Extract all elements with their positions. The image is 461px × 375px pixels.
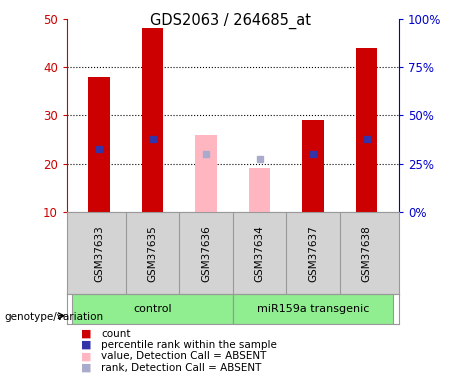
Text: miR159a transgenic: miR159a transgenic <box>257 304 369 314</box>
Bar <box>233 294 393 324</box>
Text: GSM37638: GSM37638 <box>361 225 372 282</box>
Bar <box>356 48 378 212</box>
Text: control: control <box>133 304 172 314</box>
Text: GDS2063 / 264685_at: GDS2063 / 264685_at <box>150 13 311 29</box>
Bar <box>142 28 163 212</box>
Text: GSM37635: GSM37635 <box>148 225 158 282</box>
Text: genotype/variation: genotype/variation <box>5 312 104 322</box>
Text: rank, Detection Call = ABSENT: rank, Detection Call = ABSENT <box>101 363 262 372</box>
Bar <box>72 294 233 324</box>
Bar <box>88 77 110 212</box>
Text: ■: ■ <box>81 351 91 361</box>
Text: GSM37634: GSM37634 <box>254 225 265 282</box>
Text: GSM37637: GSM37637 <box>308 225 318 282</box>
Bar <box>249 168 270 212</box>
Text: ■: ■ <box>81 329 91 339</box>
Text: ■: ■ <box>81 340 91 350</box>
Bar <box>195 135 217 212</box>
Text: value, Detection Call = ABSENT: value, Detection Call = ABSENT <box>101 351 267 361</box>
Text: count: count <box>101 329 131 339</box>
Text: GSM37636: GSM37636 <box>201 225 211 282</box>
Text: GSM37633: GSM37633 <box>94 225 104 282</box>
Text: ■: ■ <box>81 363 91 372</box>
Bar <box>302 120 324 212</box>
Text: percentile rank within the sample: percentile rank within the sample <box>101 340 278 350</box>
